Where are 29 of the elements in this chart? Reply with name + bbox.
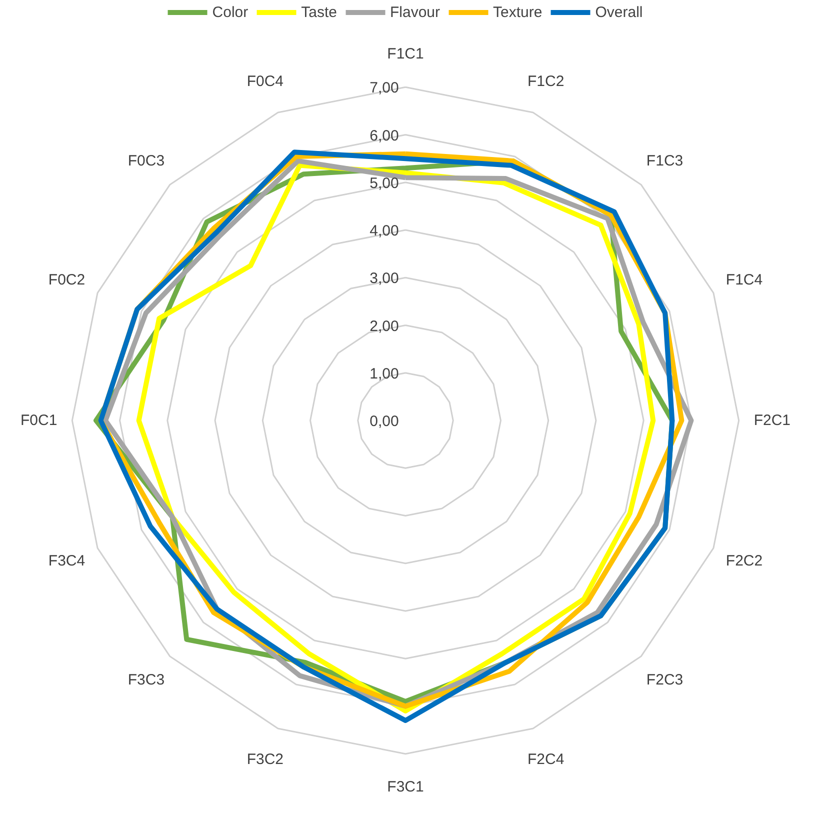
spoke-label: F3C4 (48, 552, 86, 570)
y-tick-label: 2,00 (370, 318, 399, 335)
spoke-label: F1C4 (726, 272, 763, 289)
legend-label: Color (212, 4, 248, 20)
legend-label: Taste (301, 4, 337, 20)
y-tick-label: 3,00 (370, 270, 399, 288)
spoke-label: F0C2 (48, 272, 86, 289)
legend-label: Overall (595, 4, 643, 20)
spoke-label: F0C1 (20, 412, 58, 429)
y-tick-label: 0,00 (370, 413, 399, 430)
y-tick-label: 4,00 (370, 222, 399, 240)
legend-label: Texture (493, 4, 542, 20)
y-tick-label: 6,00 (370, 127, 399, 144)
spoke-label: F1C1 (387, 45, 424, 62)
spoke-label: F0C3 (128, 152, 165, 170)
legend-label: Flavour (390, 4, 440, 20)
spoke-label: F3C3 (128, 671, 165, 688)
spoke-label: F2C4 (527, 750, 564, 768)
spoke-label: F1C2 (527, 73, 564, 90)
spoke-label: F3C2 (246, 750, 284, 768)
y-tick-label: 1,00 (370, 365, 399, 382)
spoke-label: F2C3 (646, 671, 684, 688)
spoke-label: F1C3 (646, 152, 684, 170)
y-tick-label: 5,00 (370, 174, 399, 192)
spoke-label: F2C2 (726, 552, 763, 570)
spoke-label: F2C1 (754, 412, 791, 429)
spoke-label: F3C1 (387, 778, 424, 796)
spoke-label: F0C4 (246, 73, 284, 90)
y-tick-label: 7,00 (370, 80, 399, 97)
